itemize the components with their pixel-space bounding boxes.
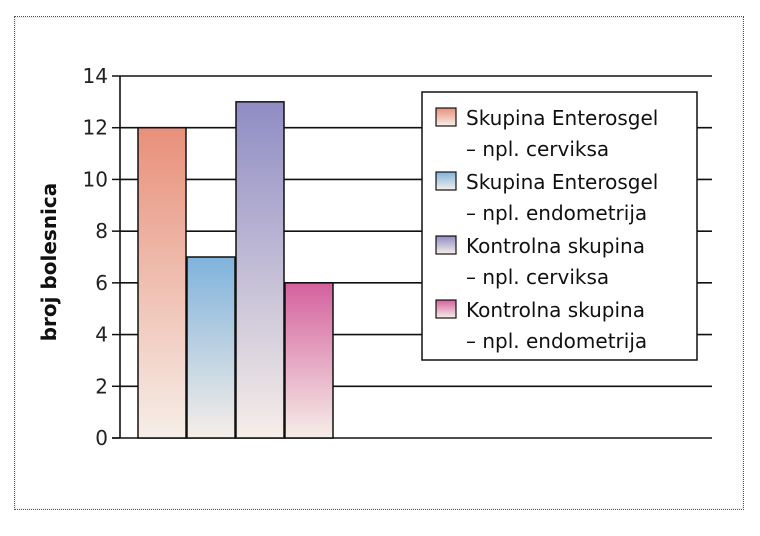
legend-label-line1: Skupina Enterosgel (466, 170, 658, 194)
y-tick-label: 6 (95, 271, 108, 295)
y-axis-label: broj bolesnica (37, 183, 61, 342)
legend: Skupina Enterosgel – npl. cerviksa Skupina… (421, 91, 698, 361)
y-tick-label: 10 (83, 167, 108, 191)
bar-3 (235, 101, 285, 439)
y-tick-label: 4 (95, 323, 108, 347)
legend-swatch-1 (435, 107, 457, 127)
legend-label-line2: – npl. endometrija (466, 201, 647, 225)
legend-label-line2: – npl. cerviksa (466, 137, 609, 161)
bar-2 (186, 256, 236, 439)
bars (137, 101, 334, 439)
legend-swatch-2 (435, 171, 457, 191)
legend-swatch-3 (435, 235, 457, 255)
legend-label-line2: – npl. cerviksa (466, 265, 609, 289)
y-tick-label: 14 (83, 64, 108, 88)
y-tick-label: 12 (83, 116, 108, 140)
chart-frame (14, 16, 744, 510)
bar-1 (137, 126, 187, 439)
y-tick-label: 0 (95, 426, 108, 450)
legend-label-line1: Skupina Enterosgel (466, 106, 658, 130)
legend-label-line2: – npl. endometrija (466, 329, 647, 353)
bar-4 (284, 282, 334, 439)
y-tick-label: 8 (95, 219, 108, 243)
legend-label-line1: Kontrolna skupina (466, 298, 645, 322)
legend-label-line1: Kontrolna skupina (466, 234, 645, 258)
legend-swatch-4 (435, 299, 457, 319)
legend-box (421, 91, 698, 361)
y-tick-label: 2 (95, 374, 108, 398)
